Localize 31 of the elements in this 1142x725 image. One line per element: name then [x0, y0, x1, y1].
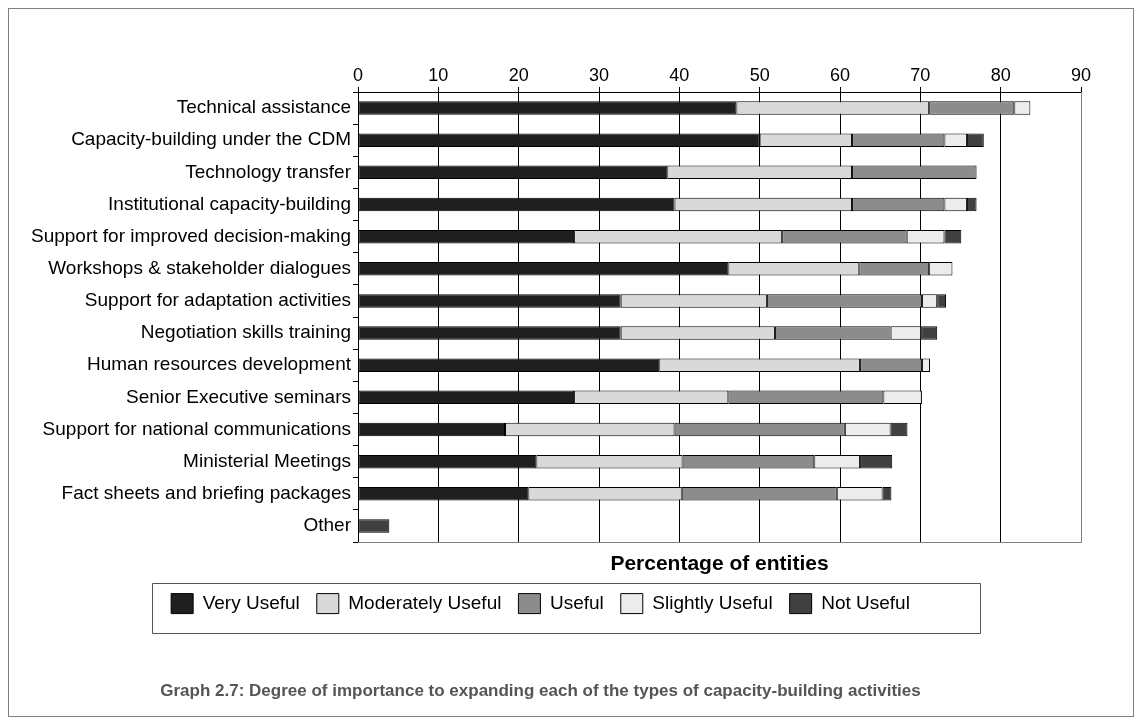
legend-label: Useful [549, 591, 604, 613]
x-tick-label: 50 [749, 65, 770, 86]
y-tick-label: Other [303, 514, 352, 536]
y-tick-label: Support for national communications [42, 417, 351, 439]
x-axis-title: Percentage of entities [610, 550, 829, 574]
legend-label: Not Useful [821, 591, 910, 613]
x-tick-label: 80 [990, 65, 1011, 86]
x-tick-label: 30 [588, 65, 610, 86]
y-tick-label: Technical assistance [176, 96, 351, 118]
x-tick-label: 0 [352, 65, 364, 86]
y-tick-label: Workshops & stakeholder dialogues [48, 257, 351, 279]
y-tick-label: Human resources development [86, 353, 352, 375]
y-tick-label: Institutional capacity-building [108, 192, 351, 214]
legend-label: Slightly Useful [652, 591, 773, 613]
x-tick-label: 90 [1070, 65, 1092, 86]
x-tick-label: 20 [508, 65, 529, 86]
y-tick-label: Support for adaptation activities [84, 289, 351, 311]
x-tick-label: 10 [428, 65, 449, 86]
y-tick-label: Senior Executive seminars [126, 385, 351, 407]
y-tick-label: Fact sheets and briefing packages [61, 482, 351, 504]
y-tick-label: Technology transfer [185, 160, 352, 182]
x-tick-label: 40 [669, 65, 690, 86]
y-tick-label: Support for improved decision-making [31, 224, 351, 246]
legend-label: Moderately Useful [348, 591, 502, 613]
text: Graph 2.7: Degree of importance to expanding each of the types of capacity-building activities [160, 681, 921, 701]
y-tick-label: Capacity-building under the CDM [71, 128, 351, 150]
x-tick-label: 60 [829, 65, 851, 86]
y-tick-label: Ministerial Meetings [183, 449, 351, 471]
x-tick-label: 70 [910, 65, 931, 86]
legend-label: Very Useful [202, 591, 300, 613]
y-tick-label: Negotiation skills training [140, 321, 351, 343]
